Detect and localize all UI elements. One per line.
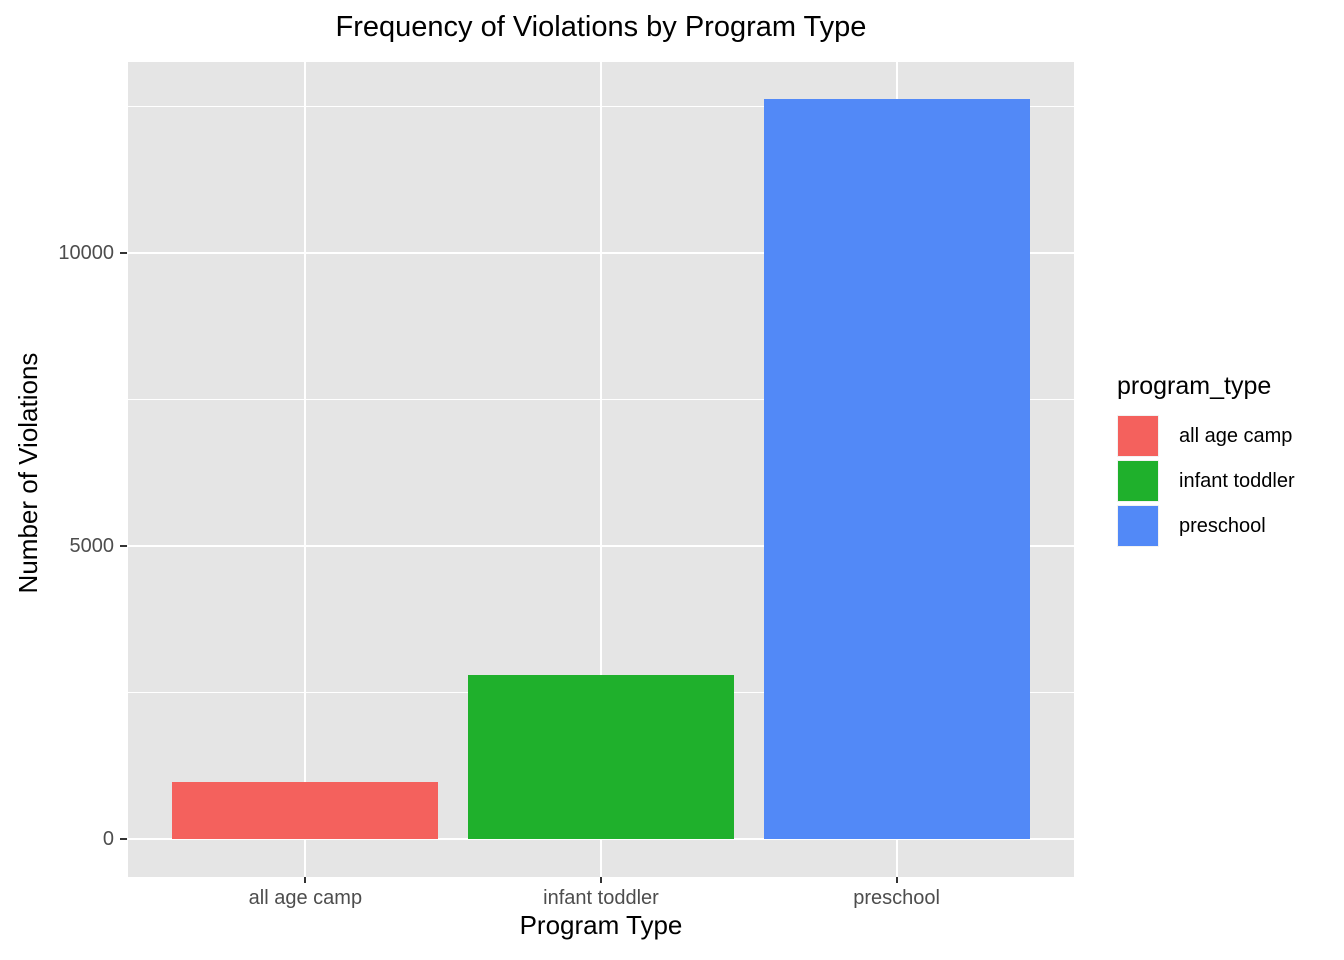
bar-preschool [763, 98, 1030, 839]
legend-items: all age camp infant toddler preschool [1117, 415, 1337, 547]
plot-panel [128, 62, 1074, 877]
legend: program_type all age camp infant toddler p… [1117, 372, 1337, 550]
y-axis-tick-label-10000: 10000 [58, 242, 114, 264]
x-axis-title: Program Type [519, 910, 683, 940]
legend-item-all-age-camp: all age camp [1117, 415, 1337, 457]
legend-swatch-all-age-camp [1118, 416, 1158, 456]
x-axis-tick-preschool [895, 877, 898, 883]
legend-item-label: all age camp [1179, 425, 1293, 447]
legend-item-infant-toddler: infant toddler [1117, 460, 1337, 502]
legend-item-label: infant toddler [1179, 470, 1295, 492]
y-axis-tick-0 [120, 838, 127, 840]
x-axis-tick-all-age-camp [304, 877, 307, 883]
gridline-major-x-all-age-camp [304, 62, 307, 877]
gridline-major-x-infant-toddler [600, 62, 602, 877]
y-axis-tick-10000 [120, 252, 127, 254]
bar-infant-toddler [467, 674, 735, 839]
y-axis-tick-5000 [120, 545, 127, 547]
x-axis-tick-label-all-age-camp: all age camp [248, 887, 363, 909]
x-axis-tick-infant-toddler [600, 877, 602, 883]
legend-swatch-preschool [1118, 506, 1158, 546]
legend-title: program_type [1117, 372, 1272, 400]
legend-swatch-infant-toddler [1118, 461, 1158, 501]
chart-title: Frequency of Violations by Program Type [335, 11, 867, 43]
y-axis-tick-label-0: 0 [102, 828, 114, 850]
y-axis-title: Number of Violations [13, 352, 43, 594]
bar-all-age-camp [172, 782, 439, 839]
y-axis-tick-label-5000: 5000 [69, 535, 115, 557]
x-axis-tick-label-preschool: preschool [853, 887, 940, 909]
legend-item-label: preschool [1179, 515, 1266, 537]
x-axis-tick-label-infant-toddler: infant toddler [543, 887, 659, 909]
legend-item-preschool: preschool [1117, 505, 1337, 547]
